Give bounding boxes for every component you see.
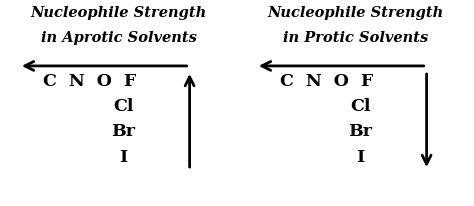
Text: Nucleophile Strength: Nucleophile Strength (30, 6, 207, 20)
Text: I: I (119, 149, 128, 166)
Text: Cl: Cl (350, 98, 371, 115)
Text: C  N  O  F: C N O F (44, 73, 137, 90)
Text: Br: Br (111, 123, 135, 140)
Text: Br: Br (348, 123, 372, 140)
Text: in Protic Solvents: in Protic Solvents (283, 31, 428, 45)
Text: in Aprotic Solvents: in Aprotic Solvents (41, 31, 196, 45)
Text: Nucleophile Strength: Nucleophile Strength (267, 6, 444, 20)
Text: I: I (356, 149, 365, 166)
Text: Cl: Cl (113, 98, 134, 115)
Text: C  N  O  F: C N O F (281, 73, 374, 90)
